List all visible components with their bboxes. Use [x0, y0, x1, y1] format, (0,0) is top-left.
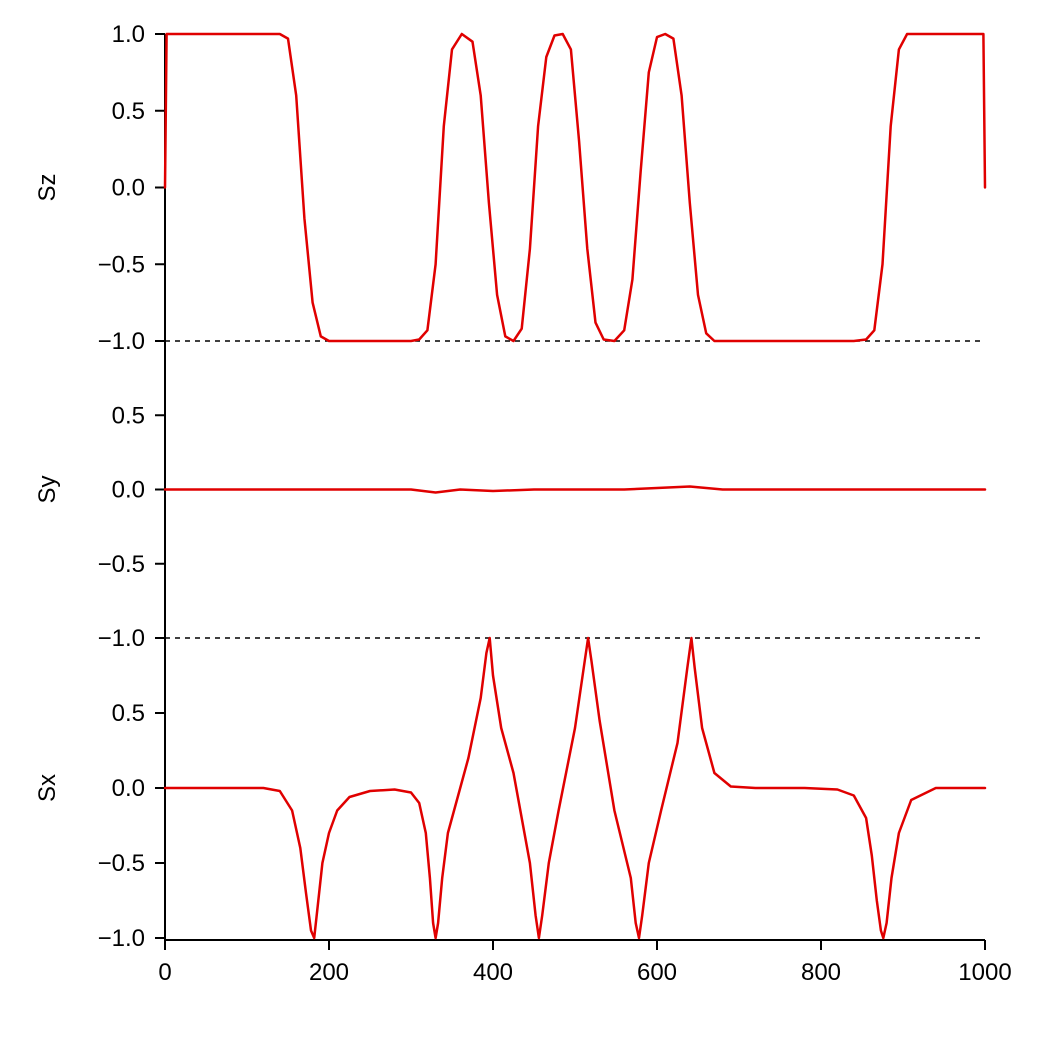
y-axis-label-sz: Sz	[34, 173, 61, 201]
y-tick-label: −0.5	[98, 551, 145, 578]
series-line-sy	[163, 485, 987, 494]
x-tick-label: 0	[158, 959, 171, 986]
x-tick-label: 1000	[958, 959, 1011, 986]
x-tick-label: 800	[801, 959, 841, 986]
x-tick-label: 400	[473, 959, 513, 986]
y-tick-label: 0.5	[112, 98, 145, 125]
y-axis-labels: Sz Sy Sx	[34, 173, 61, 802]
y-axis-label-sx: Sx	[34, 774, 61, 802]
y-tick-label: −1.0	[98, 328, 145, 355]
series-line-sx	[163, 636, 987, 940]
x-ticks: 0 200 400 600 800 1000	[158, 940, 1012, 986]
y-tick-label: −0.5	[98, 251, 145, 278]
y-tick-label: 0.0	[112, 775, 145, 802]
y-tick-label: −0.5	[98, 850, 145, 877]
y-tick-label: 0.0	[112, 477, 145, 504]
x-tick-label: 200	[309, 959, 349, 986]
series-line-sz	[163, 32, 987, 343]
y-ticks: 1.0 0.5 0.0 −0.5 −1.0 0.5 0.0 −0.5 −1.0 0.5 0.0 −0.…	[98, 21, 165, 952]
y-tick-label: 0.0	[112, 175, 145, 202]
y-tick-label: 0.5	[112, 402, 145, 429]
y-tick-label: 1.0	[112, 21, 145, 48]
y-tick-label: −1.0	[98, 925, 145, 952]
y-axis-label-sy: Sy	[34, 475, 61, 503]
y-tick-label: 0.5	[112, 700, 145, 727]
y-tick-label: −1.0	[98, 625, 145, 652]
series-lines	[163, 32, 987, 940]
x-tick-label: 600	[637, 959, 677, 986]
